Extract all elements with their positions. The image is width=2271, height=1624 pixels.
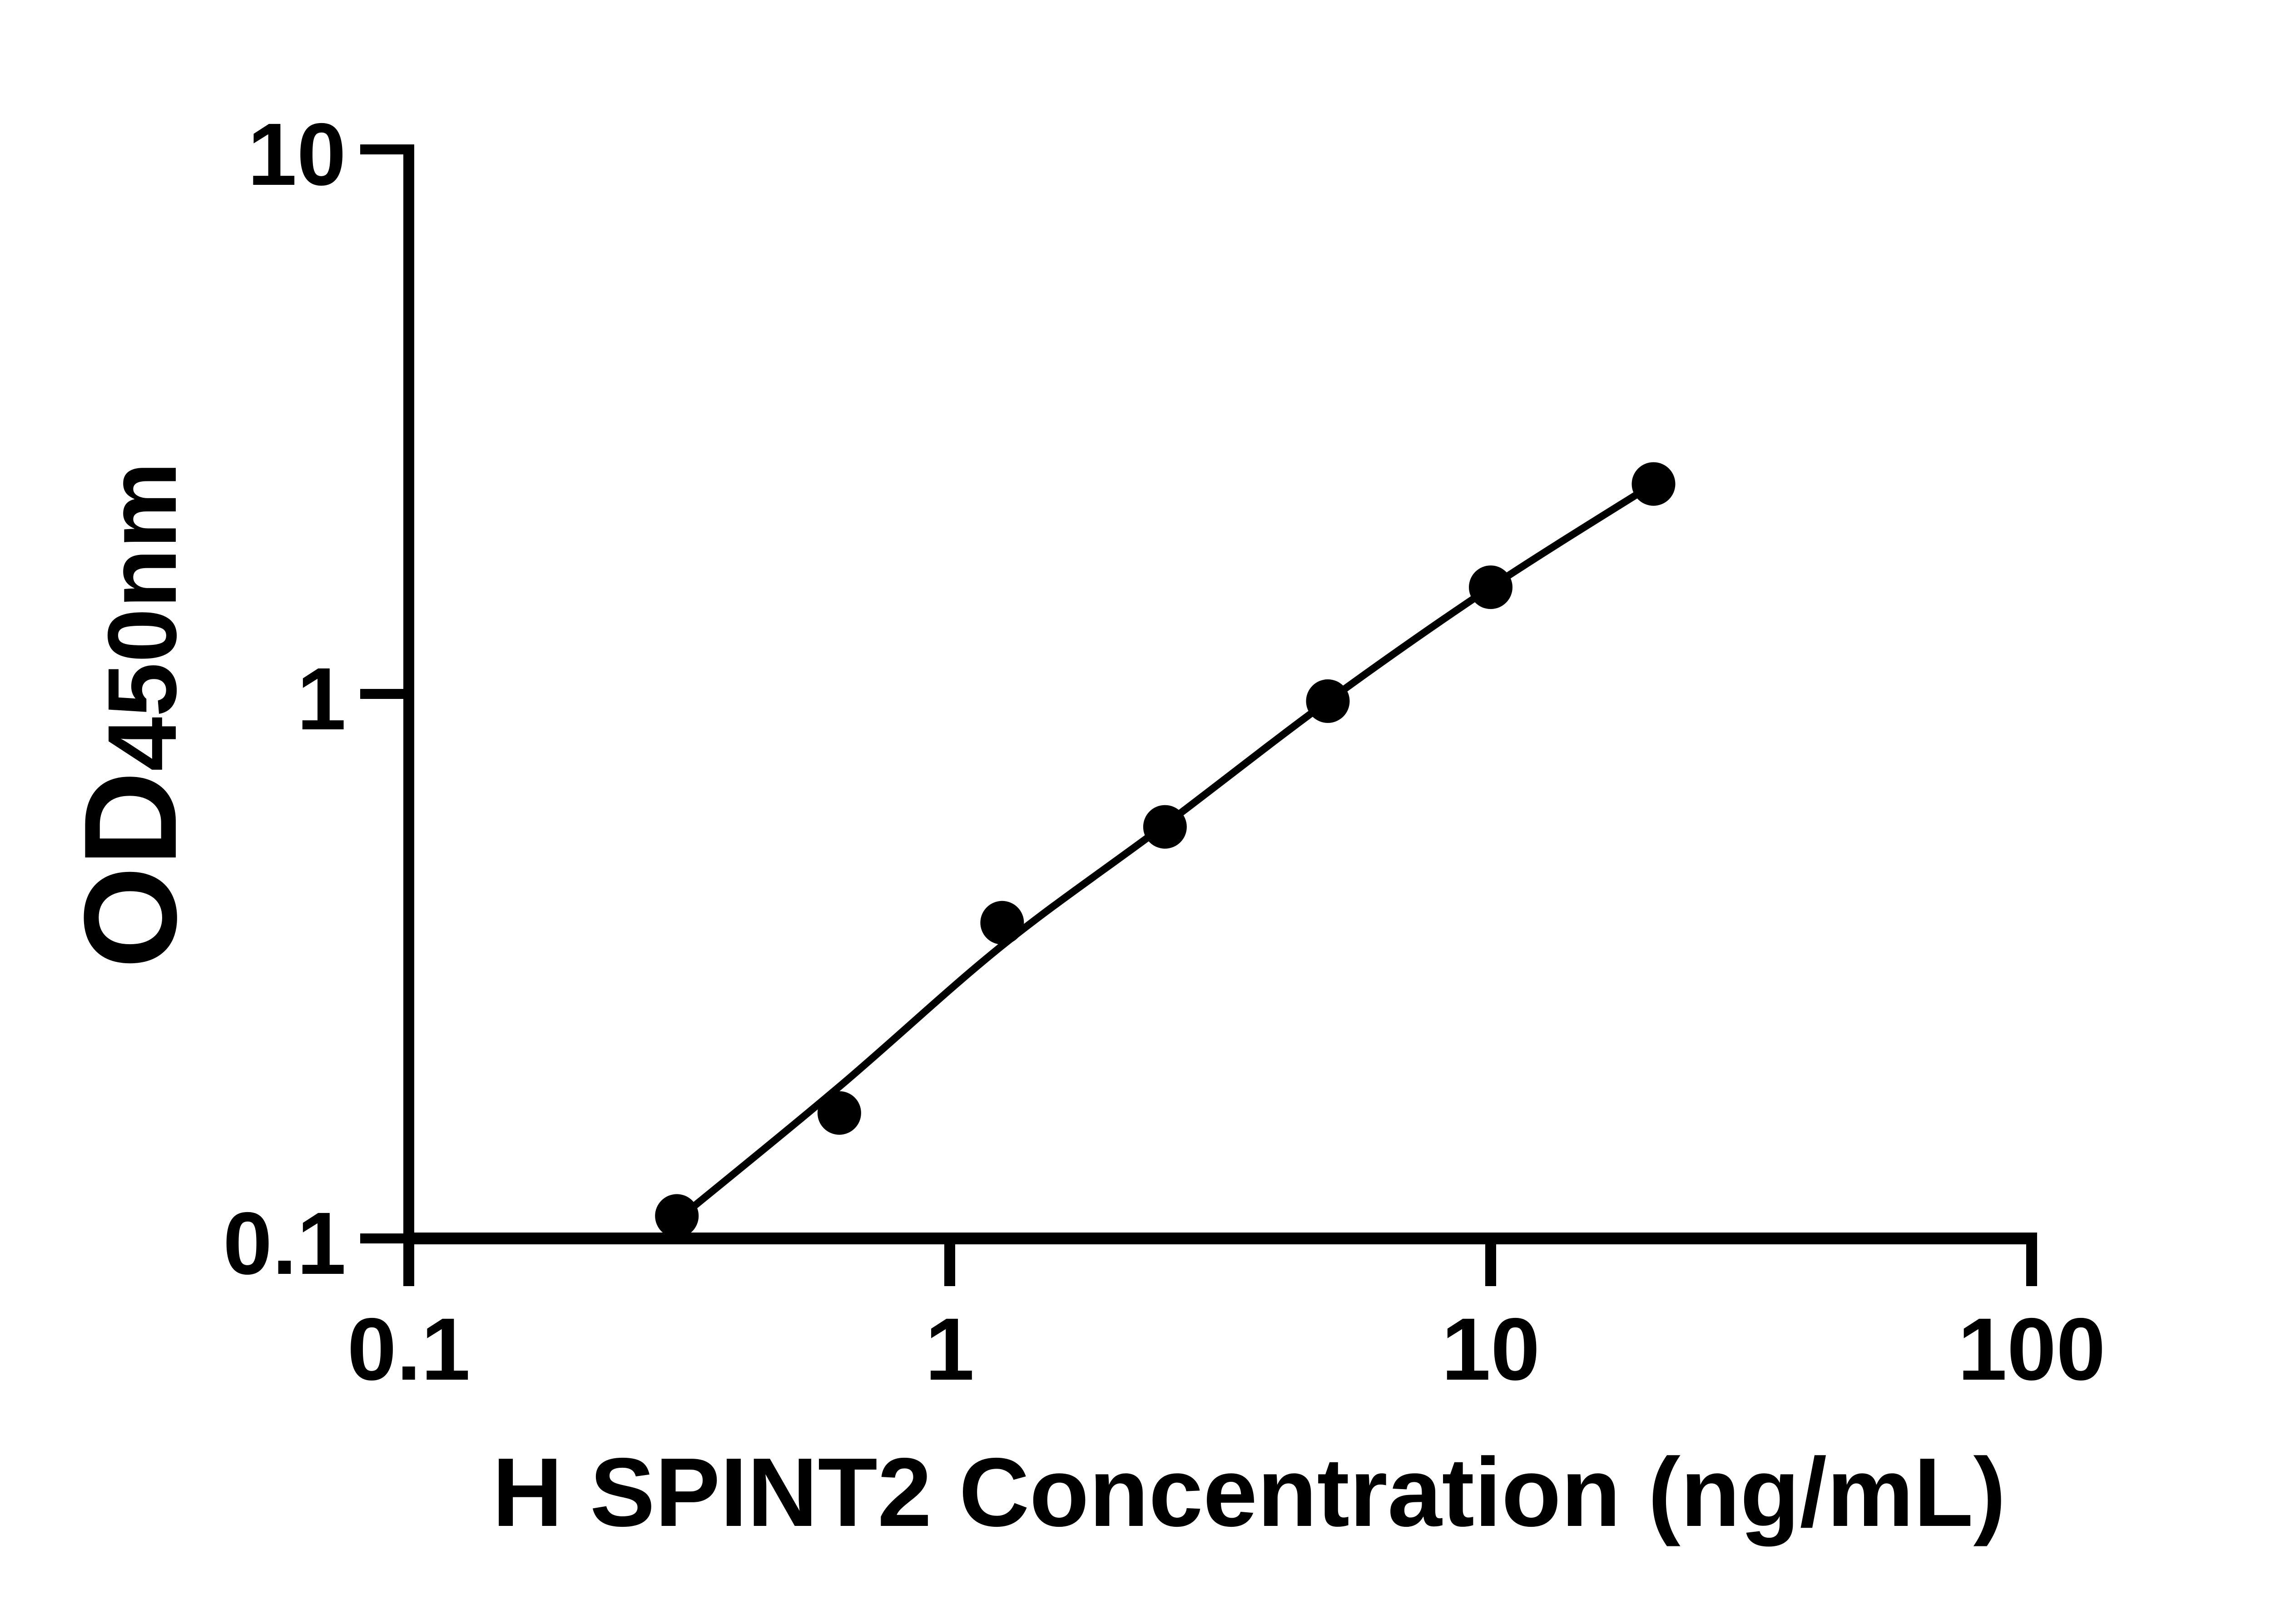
- data-point: [1631, 462, 1676, 506]
- x-tick-label-10: 10: [1441, 1300, 1540, 1399]
- y-tick-label-10: 10: [248, 105, 346, 204]
- x-tick: [2026, 1244, 2037, 1286]
- y-tick-label-1: 1: [297, 649, 346, 748]
- data-point: [1306, 679, 1350, 723]
- y-axis-title: OD450nm: [57, 461, 240, 969]
- x-tick: [1485, 1244, 1496, 1286]
- y-tick: [360, 144, 403, 154]
- y-tick: [360, 1233, 403, 1243]
- x-tick: [403, 1244, 414, 1286]
- x-tick: [944, 1244, 955, 1286]
- y-axis-line: [403, 144, 414, 1244]
- x-axis-line: [403, 1233, 2037, 1244]
- data-point: [1143, 805, 1187, 849]
- x-tick-label-0.1: 0.1: [347, 1300, 471, 1399]
- data-point: [1469, 565, 1512, 609]
- y-tick-label-0.1: 0.1: [223, 1194, 346, 1293]
- data-point: [655, 1194, 699, 1238]
- y-axis-title-subscript: 450nm: [87, 461, 197, 772]
- x-tick-label-1: 1: [925, 1300, 975, 1399]
- x-axis-title: H SPINT2 Concentration (ng/mL): [492, 1437, 2006, 1547]
- x-tick-label-100: 100: [1958, 1300, 2106, 1399]
- data-point: [980, 901, 1024, 945]
- data-point: [817, 1091, 861, 1135]
- y-tick: [360, 689, 403, 699]
- y-axis-title-main: OD: [57, 771, 204, 969]
